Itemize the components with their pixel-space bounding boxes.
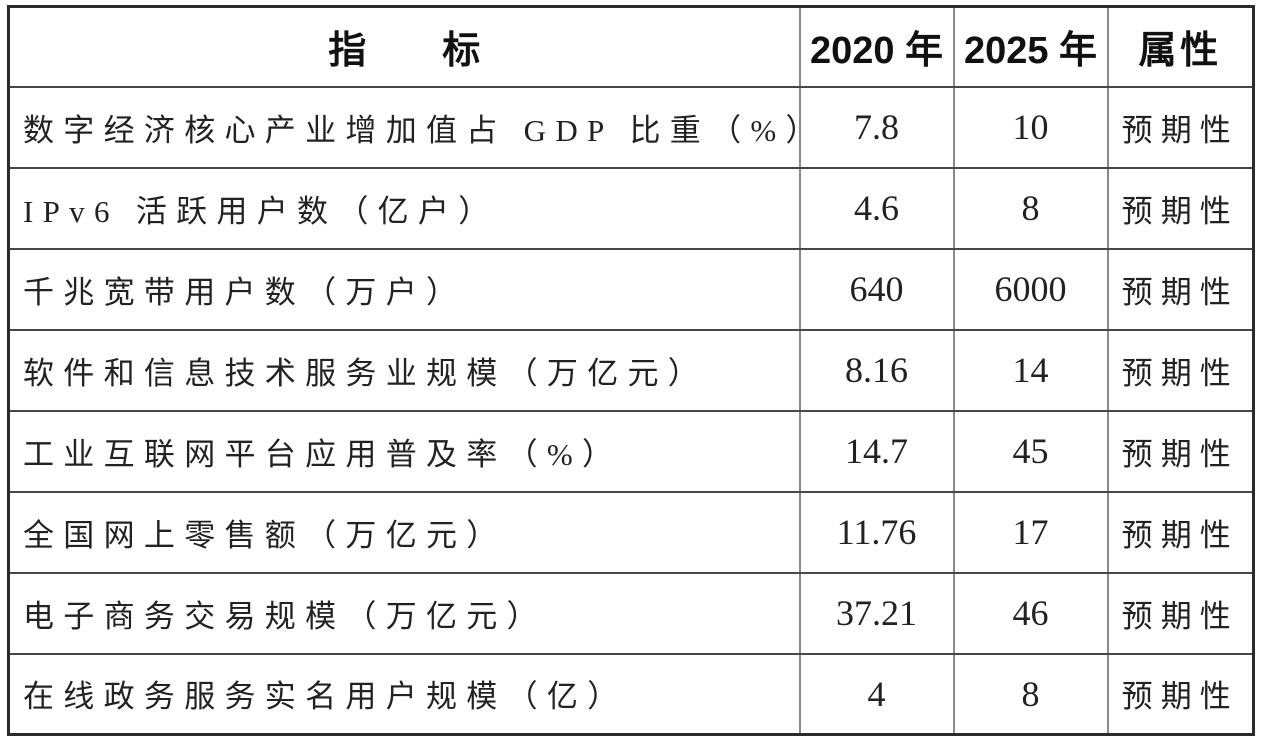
attribute-cell: 预期性 [1106, 328, 1255, 412]
value-2025-cell: 8 [952, 652, 1109, 736]
header-attribute: 属性 [1106, 5, 1255, 88]
value-2020-cell: 4 [798, 652, 955, 736]
indicator-cell: 千兆宽带用户数（万户） [7, 247, 801, 331]
value-2025-cell: 10 [952, 85, 1109, 169]
attribute-cell: 预期性 [1106, 409, 1255, 493]
table-row: 千兆宽带用户数（万户） 640 6000 预期性 [7, 247, 1255, 331]
indicator-cell: 电子商务交易规模（万亿元） [7, 571, 801, 655]
table-row: 电子商务交易规模（万亿元） 37.21 46 预期性 [7, 571, 1255, 655]
value-2025-cell: 6000 [952, 247, 1109, 331]
attribute-cell: 预期性 [1106, 490, 1255, 574]
table-row: 全国网上零售额（万亿元） 11.76 17 预期性 [7, 490, 1255, 574]
table-row: 在线政务服务实名用户规模（亿） 4 8 预期性 [7, 652, 1255, 736]
value-2025-cell: 46 [952, 571, 1109, 655]
value-2025-cell: 17 [952, 490, 1109, 574]
indicator-cell: 在线政务服务实名用户规模（亿） [7, 652, 801, 736]
indicator-cell: 数字经济核心产业增加值占 GDP 比重（%） [7, 85, 801, 169]
table-row: 软件和信息技术服务业规模（万亿元） 8.16 14 预期性 [7, 328, 1255, 412]
table-header-row: 指 标 2020 年 2025 年 属性 [7, 5, 1255, 88]
value-2025-cell: 14 [952, 328, 1109, 412]
attribute-cell: 预期性 [1106, 571, 1255, 655]
table-row: 数字经济核心产业增加值占 GDP 比重（%） 7.8 10 预期性 [7, 85, 1255, 169]
value-2025-cell: 45 [952, 409, 1109, 493]
table-row: IPv6 活跃用户数（亿户） 4.6 8 预期性 [7, 166, 1255, 250]
header-year-2025: 2025 年 [952, 5, 1109, 88]
indicator-table: 指 标 2020 年 2025 年 属性 数字经济核心产业增加值占 GDP 比重… [7, 5, 1255, 736]
value-2020-cell: 37.21 [798, 571, 955, 655]
header-year-2020: 2020 年 [798, 5, 955, 88]
attribute-cell: 预期性 [1106, 652, 1255, 736]
indicator-cell: IPv6 活跃用户数（亿户） [7, 166, 801, 250]
value-2025-cell: 8 [952, 166, 1109, 250]
indicator-cell: 工业互联网平台应用普及率（%） [7, 409, 801, 493]
indicator-cell: 软件和信息技术服务业规模（万亿元） [7, 328, 801, 412]
header-indicator: 指 标 [7, 5, 801, 88]
attribute-cell: 预期性 [1106, 166, 1255, 250]
indicator-cell: 全国网上零售额（万亿元） [7, 490, 801, 574]
value-2020-cell: 14.7 [798, 409, 955, 493]
attribute-cell: 预期性 [1106, 85, 1255, 169]
value-2020-cell: 8.16 [798, 328, 955, 412]
value-2020-cell: 640 [798, 247, 955, 331]
table-row: 工业互联网平台应用普及率（%） 14.7 45 预期性 [7, 409, 1255, 493]
attribute-cell: 预期性 [1106, 247, 1255, 331]
value-2020-cell: 7.8 [798, 85, 955, 169]
value-2020-cell: 4.6 [798, 166, 955, 250]
value-2020-cell: 11.76 [798, 490, 955, 574]
